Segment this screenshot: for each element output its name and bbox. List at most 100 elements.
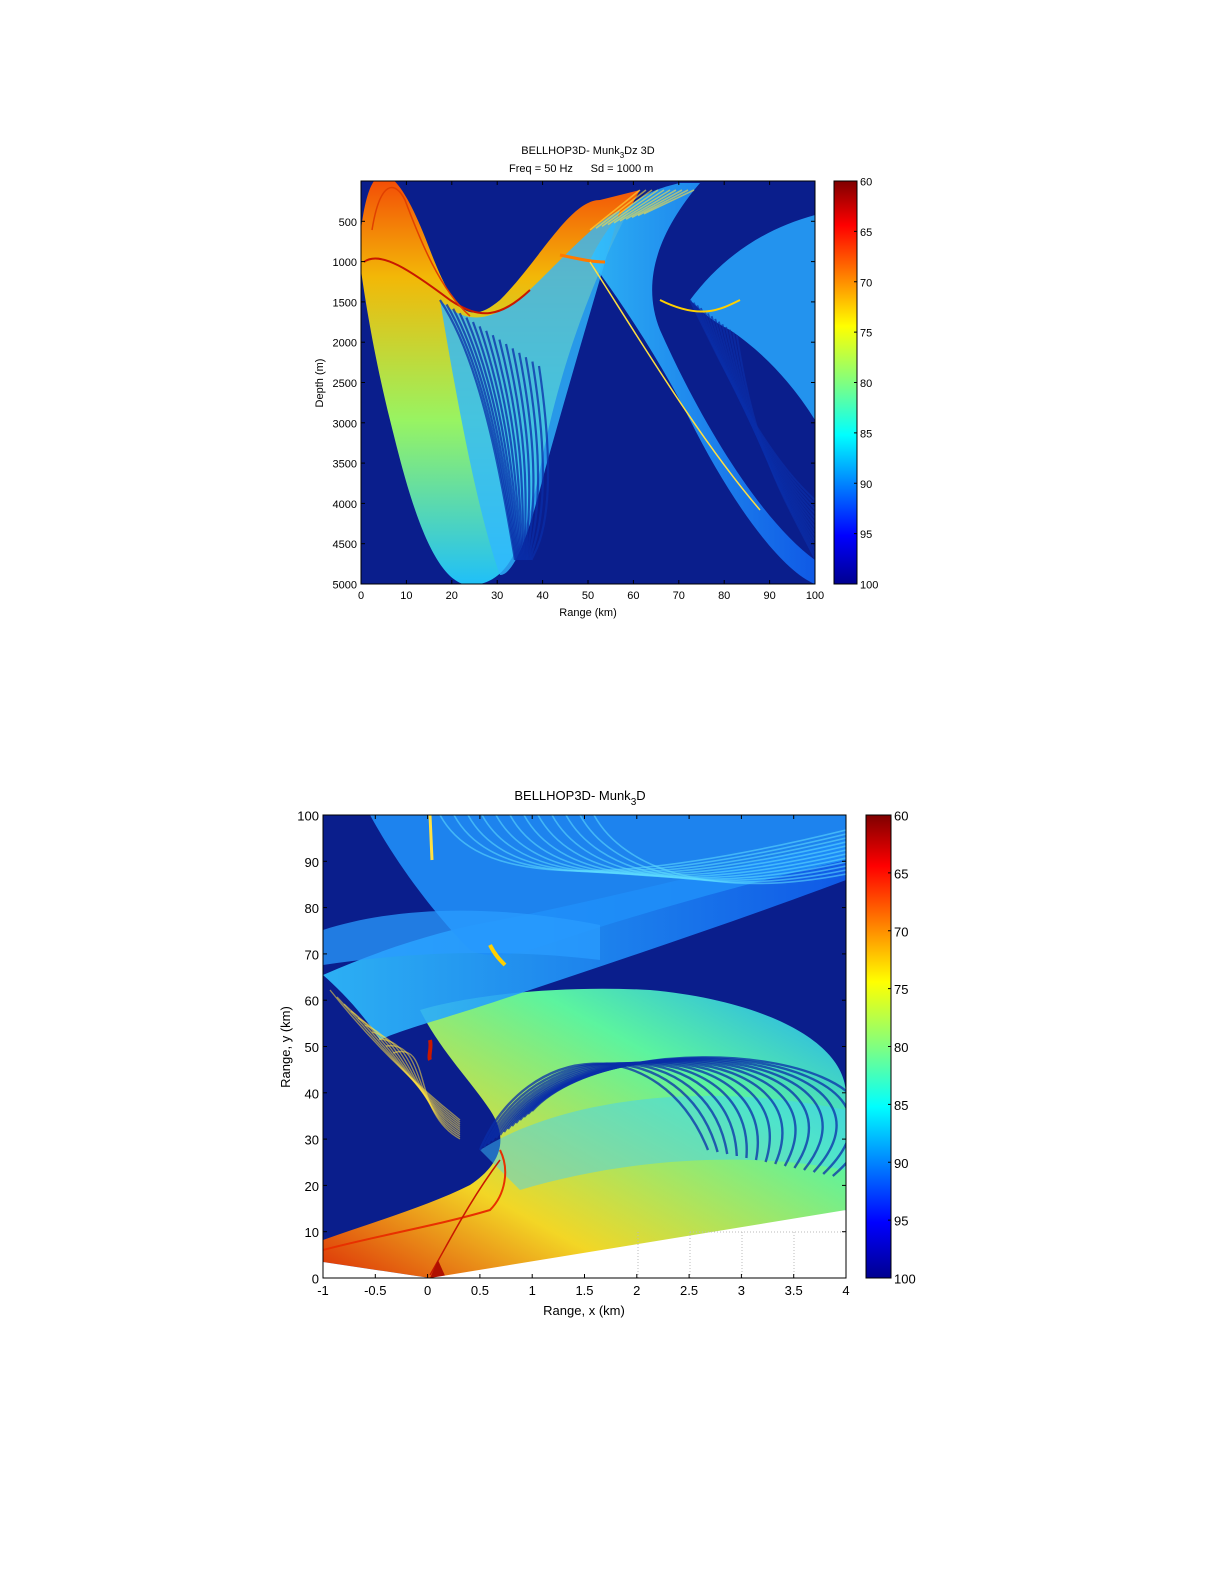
x-tick-label: 30 bbox=[491, 590, 503, 602]
x-tick-label: -1 bbox=[317, 1283, 329, 1298]
y-tick-label: 5000 bbox=[333, 580, 357, 592]
x-tick-label: 0 bbox=[424, 1283, 431, 1298]
y-tick-label: 4500 bbox=[333, 539, 357, 551]
chart-2-beam-upper-3 bbox=[323, 910, 600, 965]
colorbar-tick-label: 95 bbox=[894, 1214, 908, 1229]
x-tick-label: 90 bbox=[763, 590, 775, 602]
colorbar-tick-label: 75 bbox=[860, 328, 872, 340]
chart-1-subtitle-sd: Sd = 1000 m bbox=[591, 163, 654, 175]
y-tick-label: 1000 bbox=[333, 257, 357, 269]
fringe-line bbox=[593, 815, 846, 885]
x-tick-label: -0.5 bbox=[364, 1283, 386, 1298]
chart-2-caustic-6 bbox=[428, 815, 434, 861]
chart-2-x-axis-label: Range, x (km) bbox=[543, 1303, 625, 1318]
fringe-line bbox=[530, 365, 550, 561]
colorbar-tick-label: 65 bbox=[860, 227, 872, 239]
chart-2: BELLHOP3D- Munk3D -1 -0.5 0 0.5 1 1.5 2 2.5 3 3. bbox=[278, 788, 916, 1318]
y-tick-label: 80 bbox=[305, 901, 319, 916]
fringe-line bbox=[551, 815, 846, 880]
chart-1-subtitle-freq: Freq = 50 Hz bbox=[509, 163, 573, 175]
chart-2-caustic-5 bbox=[488, 944, 507, 967]
fringe-line bbox=[371, 1031, 461, 1134]
chart-2-caustic-3 bbox=[430, 1260, 446, 1278]
fringe-line bbox=[589, 189, 641, 231]
colorbar-tick-label: 90 bbox=[894, 1156, 908, 1171]
fringe-line bbox=[385, 1045, 461, 1138]
fringe-line bbox=[637, 189, 689, 217]
y-tick-label: 50 bbox=[305, 1040, 319, 1055]
fringe-line bbox=[529, 361, 545, 561]
colorbar-tick-label: 65 bbox=[894, 866, 908, 881]
y-tick-label: 0 bbox=[312, 1272, 319, 1287]
x-tick-label: 10 bbox=[400, 590, 412, 602]
chart-1-caustic-4 bbox=[659, 299, 741, 313]
fringe-line bbox=[607, 189, 659, 226]
colorbar-tick-label: 100 bbox=[894, 1272, 916, 1287]
fringe-line bbox=[439, 299, 517, 561]
fringe-line bbox=[498, 339, 526, 561]
chart-2-title: BELLHOP3D- Munk3D bbox=[514, 788, 645, 808]
fringe-line bbox=[329, 989, 461, 1121]
chart-1-interference-fringes bbox=[439, 189, 815, 561]
fringe-line bbox=[625, 189, 677, 220]
fringe-line bbox=[458, 312, 520, 561]
fringe-line bbox=[523, 815, 846, 878]
x-tick-label: 2.5 bbox=[680, 1283, 698, 1298]
y-tick-label: 10 bbox=[305, 1225, 319, 1240]
chart-1-y-axis: 500 1000 1500 2000 2500 3000 3500 4000 4500 5000 bbox=[333, 217, 815, 592]
fringe-line bbox=[445, 303, 518, 561]
y-tick-label: 40 bbox=[305, 1086, 319, 1101]
x-tick-label: 60 bbox=[627, 590, 639, 602]
colorbar-tick-label: 85 bbox=[860, 428, 872, 440]
chart-1-colorbar-gradient bbox=[833, 180, 858, 585]
fringe-line bbox=[343, 1003, 461, 1125]
chart-1-caustic-5 bbox=[589, 261, 761, 511]
y-tick-label: 70 bbox=[305, 947, 319, 962]
x-tick-label: 4 bbox=[842, 1283, 849, 1298]
chart-1-x-axis-label: Range (km) bbox=[559, 607, 616, 619]
chart-2-no-data-left bbox=[323, 1262, 430, 1278]
fringe-line bbox=[601, 189, 653, 228]
colorbar-tick-label: 100 bbox=[860, 580, 878, 592]
fringe-line bbox=[485, 330, 524, 561]
colorbar-tick-label: 70 bbox=[860, 277, 872, 289]
chart-1-y-axis-label: Depth (m) bbox=[314, 359, 326, 408]
chart-2-interference-fringes bbox=[329, 815, 846, 1177]
chart-1-caustic-3 bbox=[559, 253, 606, 264]
fringe-line bbox=[595, 189, 647, 229]
x-tick-label: 0 bbox=[358, 590, 364, 602]
y-tick-label: 500 bbox=[339, 217, 357, 229]
fringe-line bbox=[471, 321, 522, 561]
fringe-line bbox=[465, 317, 521, 561]
chart-1-caustic-1 bbox=[363, 257, 531, 315]
y-tick-label: 30 bbox=[305, 1133, 319, 1148]
chart-1-caustic-2 bbox=[371, 186, 471, 317]
chart-1: BELLHOP3D- Munk3Dz 3D Freq = 50 Hz Sd = … bbox=[314, 145, 878, 619]
chart-2-y-axis-label: Range, y (km) bbox=[278, 1006, 293, 1088]
fringe-line bbox=[392, 1050, 461, 1140]
fringe-line bbox=[643, 189, 695, 215]
x-tick-label: 3 bbox=[738, 1283, 745, 1298]
y-tick-label: 3500 bbox=[333, 459, 357, 471]
x-tick-label: 20 bbox=[446, 590, 458, 602]
x-tick-label: 80 bbox=[718, 590, 730, 602]
x-tick-label: 2 bbox=[633, 1283, 640, 1298]
fringe-line bbox=[511, 348, 531, 561]
colorbar-tick-label: 90 bbox=[860, 479, 872, 491]
chart-1-title: BELLHOP3D- Munk3Dz 3D bbox=[521, 145, 655, 160]
fringe-line bbox=[565, 815, 846, 882]
x-tick-label: 1 bbox=[529, 1283, 536, 1298]
chart-2-colorbar-ticks: 60 65 70 75 80 85 90 95 100 bbox=[888, 809, 916, 1287]
chart-1-beam-2 bbox=[590, 183, 815, 584]
y-tick-label: 3000 bbox=[333, 418, 357, 430]
fringe-line bbox=[481, 815, 846, 875]
x-tick-label: 0.5 bbox=[471, 1283, 489, 1298]
x-tick-label: 3.5 bbox=[785, 1283, 803, 1298]
fringe-line bbox=[579, 815, 846, 883]
y-tick-label: 20 bbox=[305, 1179, 319, 1194]
y-tick-label: 4000 bbox=[333, 499, 357, 511]
colorbar-tick-label: 85 bbox=[894, 1098, 908, 1113]
y-tick-label: 2000 bbox=[333, 338, 357, 350]
fringe-line bbox=[735, 334, 815, 559]
